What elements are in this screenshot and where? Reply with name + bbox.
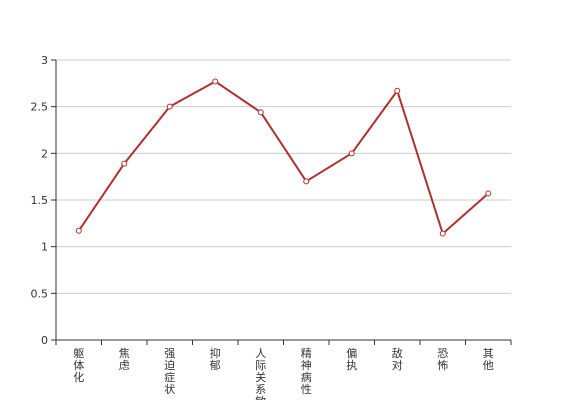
y-tick-label: 1.5: [31, 194, 49, 207]
x-tick-label: 恐怖: [437, 347, 448, 372]
data-point[interactable]: [439, 230, 446, 237]
y-tick-label: 3: [41, 54, 48, 67]
x-tick-label: 精神病性: [301, 347, 312, 396]
grid-lines: [56, 59, 511, 294]
data-point[interactable]: [394, 87, 401, 94]
x-tick-label: 人际关系敏感: [255, 347, 266, 400]
y-tick-label: 0.5: [31, 287, 49, 300]
y-tick-label: 1: [41, 241, 48, 254]
data-point[interactable]: [166, 103, 173, 110]
series-line: [77, 80, 489, 235]
x-tick-label: 躯体化: [73, 347, 84, 384]
x-tick-label: 焦虑: [119, 347, 130, 372]
data-point[interactable]: [257, 109, 264, 116]
y-tick-label: 0: [41, 334, 48, 347]
x-tick-label: 抑郁: [210, 346, 221, 372]
x-tick-label: 偏执: [346, 346, 357, 372]
x-tick-label: 强迫症状: [164, 347, 175, 396]
y-tick-label: 2.5: [31, 101, 49, 114]
data-point[interactable]: [303, 178, 310, 185]
series-group: [75, 78, 492, 237]
x-axis: 躯体化 焦虑 强迫症状 抑郁 人际关系敏感 精神病性 偏执 敌对 恐怖 其他: [55, 339, 512, 400]
data-point[interactable]: [212, 78, 219, 85]
data-point[interactable]: [121, 160, 128, 167]
x-tick-label: 敌对: [392, 346, 403, 372]
y-axis: 0 0.5 1 1.5 2 2.5 3: [31, 54, 57, 347]
data-point[interactable]: [348, 150, 355, 157]
y-tick-label: 2: [41, 147, 48, 160]
data-point[interactable]: [485, 190, 492, 197]
data-point[interactable]: [75, 227, 82, 234]
x-tick-label: 其他: [483, 347, 494, 372]
